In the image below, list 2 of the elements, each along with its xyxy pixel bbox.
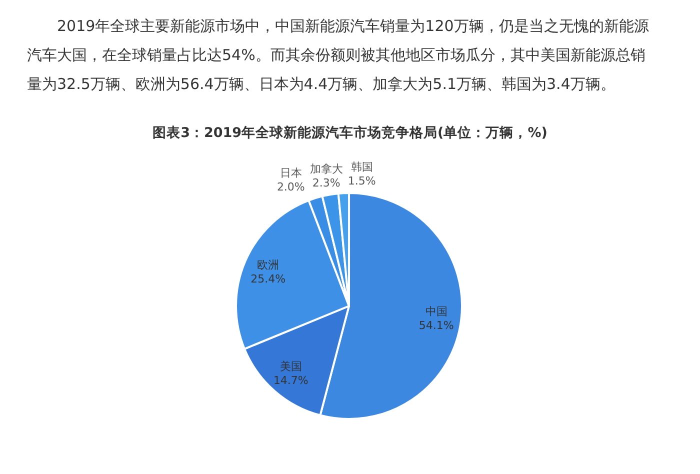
chart-title: 图表3：2019年全球新能源汽车市场竞争格局(单位：万辆，%) — [152, 125, 548, 141]
annotation: 2019年全球主要新能源市场中，中国新能源汽车销量为120万辆，仍是当之无愧的新能源汽车大国，在全球销量占比达54%。而其余份额则被其他地区市场瓜分，其中美国新能源总销量为32.5万辆、欧洲为56.4万辆、日本为4.4万辆、加拿大为5.1万辆、韩国为3.4万辆。 — [27, 16, 650, 95]
